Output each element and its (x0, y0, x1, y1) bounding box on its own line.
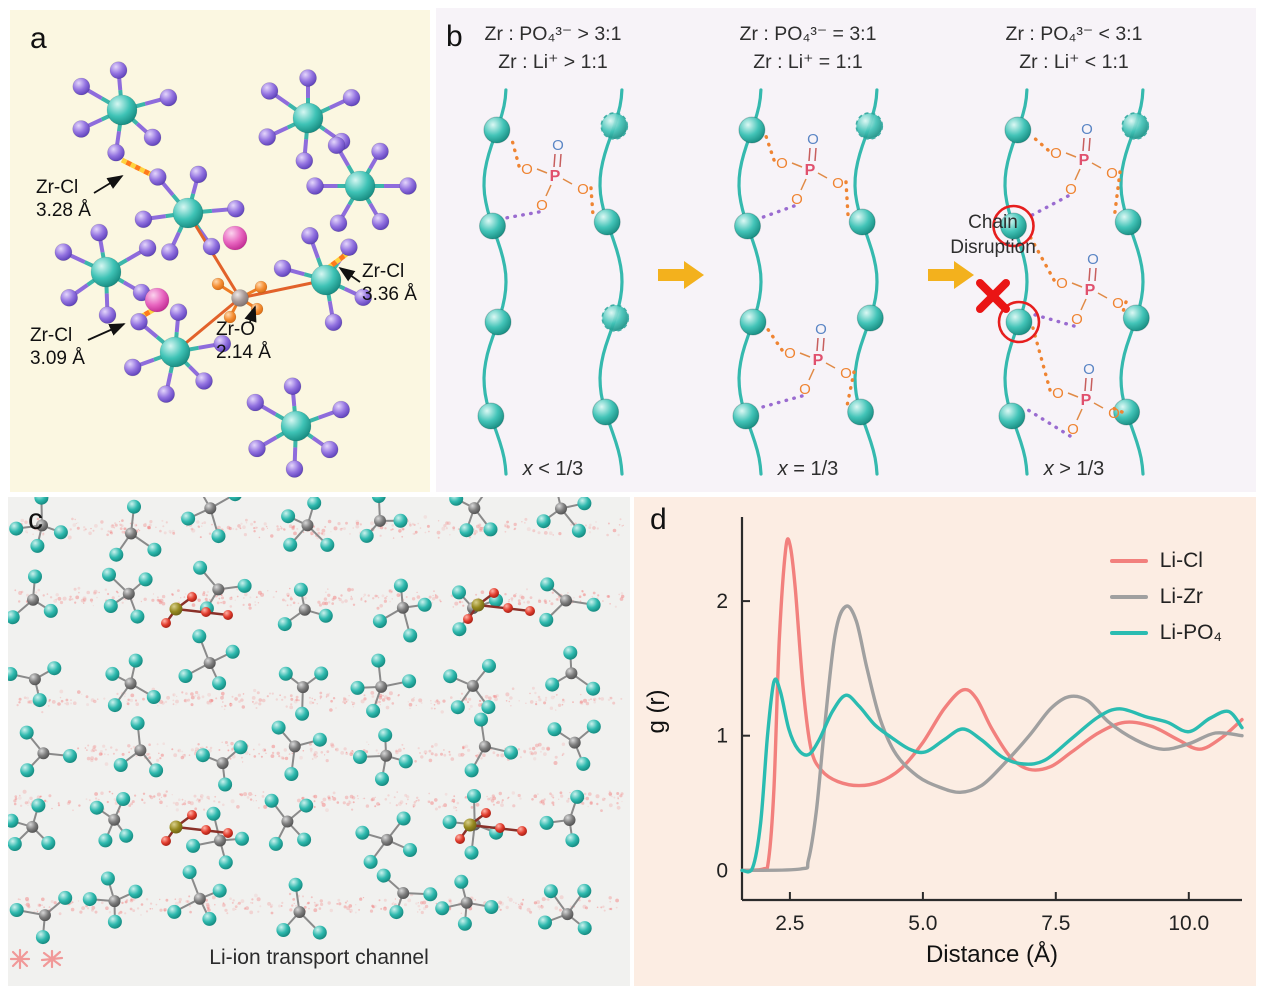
svg-text:O: O (799, 381, 811, 398)
composition-footer-1: x < 1/3 (522, 458, 584, 480)
ratio-header-2: Zr : PO₄³⁻ = 3:1 Zr : Li⁺ = 1:1 (683, 20, 933, 77)
svg-text:P: P (1085, 282, 1096, 299)
svg-text:1: 1 (716, 725, 728, 748)
panel-d-chart: 2.5 5.0 7.5 10.0 0 1 2 Distance (Å) g (r) d Li-C… (634, 497, 1256, 986)
y-axis-label: g (r) (643, 690, 670, 734)
svg-text:O: O (521, 161, 533, 178)
panel-d-letter: d (650, 503, 667, 536)
bond-distance: 2.14 Å (216, 342, 271, 364)
bond-distance: 3.36 Å (362, 284, 417, 306)
svg-text:O: O (577, 181, 589, 198)
ratio-line: Zr : Li⁺ < 1:1 (1019, 51, 1129, 74)
svg-text:O: O (1112, 295, 1124, 312)
ratio-line: Zr : PO₄³⁻ < 3:1 (1005, 23, 1143, 45)
svg-text:P: P (813, 352, 824, 369)
channel-caption: Li-ion transport channel (8, 946, 630, 970)
svg-text:2.5: 2.5 (775, 912, 804, 935)
svg-text:P: P (550, 168, 561, 185)
chain-disruption-label: Chain Disruption (950, 212, 1036, 259)
bond-annotation-zrcl-328: Zr-Cl 3.28 Å (36, 176, 91, 222)
svg-text:O: O (1108, 405, 1120, 422)
molecule-structure-svg (54, 61, 417, 478)
svg-text:O: O (791, 191, 803, 208)
svg-text:P: P (805, 162, 816, 179)
legend-swatch (1109, 631, 1148, 635)
bond-annotation-zrcl-336: Zr-Cl 3.36 Å (362, 260, 417, 306)
bond-label: Zr-Cl (30, 325, 73, 346)
composition-footer-3: x > 1/3 (1043, 458, 1105, 480)
panel-c-simulation: c Li-ion transport channel (8, 497, 630, 986)
svg-text:O: O (552, 137, 564, 154)
svg-text:O: O (1087, 251, 1099, 268)
bond-distance: 3.28 Å (36, 200, 91, 222)
legend-item: Li-Cl (1109, 549, 1222, 573)
svg-text:10.0: 10.0 (1168, 912, 1209, 935)
svg-text:O: O (1056, 275, 1068, 292)
md-snapshot-svg (8, 497, 625, 945)
channel-scribble-icon (9, 948, 64, 970)
svg-text:O: O (840, 365, 852, 382)
svg-text:P: P (1081, 392, 1092, 409)
legend-item: Li-PO₄ (1109, 621, 1222, 645)
legend-item: Li-Zr (1109, 585, 1222, 609)
ratio-header-3: Zr : PO₄³⁻ < 3:1 Zr : Li⁺ < 1:1 (949, 20, 1199, 77)
svg-text:O: O (832, 175, 844, 192)
chart-legend: Li-Cl Li-Zr Li-PO₄ (1109, 549, 1222, 645)
svg-text:O: O (776, 155, 788, 172)
ratio-line: Zr : Li⁺ > 1:1 (498, 51, 608, 74)
svg-text:5.0: 5.0 (908, 912, 937, 935)
svg-text:O: O (1050, 145, 1062, 162)
bond-label: Zr-Cl (362, 261, 405, 282)
rdf-chart-svg: 2.5 5.0 7.5 10.0 0 1 2 Distance (Å) g (r) (643, 517, 1244, 968)
channel-caption-text: Li-ion transport channel (209, 946, 429, 969)
chart-line-li-po- (740, 677, 1244, 874)
x-axis-label: Distance (Å) (926, 940, 1058, 968)
svg-text:O: O (1081, 121, 1093, 138)
panel-b-letter: b (446, 20, 463, 53)
legend-label: Li-Cl (1159, 549, 1203, 572)
svg-text:O: O (1083, 361, 1095, 378)
bond-annotation-zrcl-309: Zr-Cl 3.09 Å (30, 324, 85, 370)
legend-label: Li-PO₄ (1159, 621, 1222, 644)
chart-line-li-cl (740, 537, 1244, 873)
svg-text:7.5: 7.5 (1041, 912, 1070, 935)
svg-text:O: O (1106, 165, 1118, 182)
bond-distance: 3.09 Å (30, 348, 85, 370)
panel-a-letter: a (30, 22, 47, 55)
ratio-line: Zr : PO₄³⁻ > 3:1 (484, 23, 622, 45)
panel-a-structure: a Zr-Cl 3.28 Å Zr-Cl 3.36 Å Zr-Cl 3.09 Å… (10, 10, 430, 492)
composition-footer-2: x = 1/3 (777, 458, 839, 480)
svg-text:O: O (1065, 181, 1077, 198)
bond-label: Zr-Cl (36, 177, 79, 198)
legend-swatch (1109, 559, 1148, 563)
svg-text:O: O (815, 321, 827, 338)
svg-text:2: 2 (716, 590, 728, 613)
legend-swatch (1109, 595, 1148, 599)
bond-label: Zr-O (216, 319, 256, 340)
svg-text:O: O (1071, 311, 1083, 328)
svg-text:O: O (807, 131, 819, 148)
svg-text:P: P (1079, 152, 1090, 169)
svg-text:0: 0 (716, 859, 728, 882)
legend-label: Li-Zr (1159, 585, 1203, 608)
ratio-header-1: Zr : PO₄³⁻ > 3:1 Zr : Li⁺ > 1:1 (436, 20, 678, 77)
ratio-line: Zr : Li⁺ = 1:1 (753, 51, 863, 74)
ratio-line: Zr : PO₄³⁻ = 3:1 (739, 23, 877, 45)
svg-text:O: O (536, 197, 548, 214)
bond-annotation-zro-214: Zr-O 2.14 Å (216, 318, 271, 364)
svg-text:O: O (1052, 385, 1064, 402)
chart-line-li-zr (740, 604, 1244, 873)
svg-text:O: O (1067, 421, 1079, 438)
panel-c-letter: c (28, 503, 43, 536)
svg-text:O: O (784, 345, 796, 362)
